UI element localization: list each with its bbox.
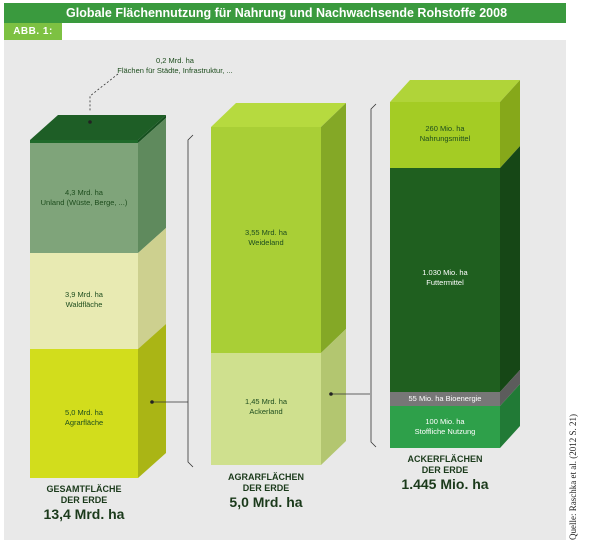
gesamt-segment-city bbox=[30, 140, 138, 143]
acker-segment-stofflich bbox=[390, 406, 500, 448]
title-bar bbox=[4, 3, 566, 23]
connector-agrar-dot bbox=[150, 400, 154, 404]
column-gesamt bbox=[30, 115, 166, 478]
nahrung-label: 260 Mio. ha Nahrungsmittel bbox=[390, 124, 500, 144]
nahrung-text: Nahrungsmittel bbox=[419, 134, 471, 143]
gesamt-segment-unland bbox=[30, 143, 138, 253]
nahrung-value: 260 Mio. ha bbox=[425, 124, 465, 133]
acker-segment-nahrung bbox=[390, 102, 500, 168]
acker-segment-bioenergie bbox=[390, 392, 500, 406]
wald-label: 3,9 Mrd. ha Waldfläche bbox=[30, 290, 138, 310]
acker-segment-futter bbox=[390, 168, 500, 392]
futter-value: 1.030 Mio. ha bbox=[422, 268, 468, 277]
acker-label: 1,45 Mrd. ha Ackerland bbox=[211, 397, 321, 417]
agrar-segment-acker bbox=[211, 353, 321, 465]
stofflich-label: 100 Mio. ha Stoffliche Nutzung bbox=[390, 417, 500, 437]
acker-text: Ackerland bbox=[249, 407, 283, 416]
unland-text: Unland (Wüste, Berge, ...) bbox=[40, 198, 128, 207]
gesamt-side-wald bbox=[138, 228, 166, 349]
caption-gesamt-total: 13,4 Mrd. ha bbox=[43, 506, 125, 522]
gesamt-side-city bbox=[138, 115, 166, 143]
caption-agrar-line2: DER ERDE bbox=[242, 483, 290, 493]
connector-acker-dot bbox=[329, 392, 333, 396]
bioenergie-label: 55 Mio. ha Bioenergie bbox=[390, 394, 500, 404]
agrar-text: Agrarfläche bbox=[64, 418, 104, 427]
gesamt-top-face bbox=[30, 115, 166, 140]
acker-side-nahrung bbox=[500, 80, 520, 168]
gesamt-segment-agrar bbox=[30, 349, 138, 478]
caption-acker: ACKERFLÄCHEN DER ERDE 1.445 Mio. ha bbox=[390, 454, 500, 492]
agrar-label: 5,0 Mrd. ha Agrarfläche bbox=[30, 408, 138, 428]
weide-value: 3,55 Mrd. ha bbox=[244, 228, 288, 237]
caption-acker-line1: ACKERFLÄCHEN bbox=[407, 454, 483, 464]
caption-gesamt-line1: GESAMTFLÄCHE bbox=[46, 484, 122, 494]
city-value: 0,2 Mrd. ha bbox=[156, 56, 194, 65]
caption-gesamt: GESAMTFLÄCHE DER ERDE 13,4 Mrd. ha bbox=[30, 484, 138, 522]
column-acker bbox=[390, 80, 520, 448]
acker-top-face bbox=[390, 80, 520, 102]
city-callout-dot bbox=[88, 120, 92, 124]
city-text: Flächen für Städte, Infrastruktur, ... bbox=[117, 66, 233, 75]
caption-acker-total: 1.445 Mio. ha bbox=[401, 476, 489, 492]
caption-agrar: AGRARFLÄCHEN DER ERDE 5,0 Mrd. ha bbox=[211, 472, 321, 510]
futter-label: 1.030 Mio. ha Futtermittel bbox=[390, 268, 500, 288]
agrar-value: 5,0 Mrd. ha bbox=[65, 408, 103, 417]
weide-label: 3,55 Mrd. ha Weideland bbox=[211, 228, 321, 248]
acker-side-futter bbox=[500, 146, 520, 392]
figure-tab: ABB. 1: bbox=[4, 23, 62, 40]
weide-text: Weideland bbox=[248, 238, 284, 247]
wald-text: Waldfläche bbox=[65, 300, 103, 309]
futter-text: Futtermittel bbox=[426, 278, 464, 287]
caption-agrar-line1: AGRARFLÄCHEN bbox=[228, 472, 304, 482]
bracket-column3 bbox=[370, 103, 377, 448]
unland-value: 4,3 Mrd. ha bbox=[65, 188, 103, 197]
bioenergie-text: 55 Mio. ha Bioenergie bbox=[408, 394, 482, 403]
bracket-column2 bbox=[187, 134, 194, 468]
city-callout-line bbox=[89, 73, 119, 112]
agrar-top-face bbox=[211, 103, 346, 127]
caption-acker-line2: DER ERDE bbox=[421, 465, 469, 475]
acker-side-stofflich bbox=[500, 384, 520, 448]
acker-side-bioenergie bbox=[500, 370, 520, 406]
city-label: 0,2 Mrd. ha Flächen für Städte, Infrastr… bbox=[100, 56, 250, 76]
agrar-segment-weide bbox=[211, 127, 321, 353]
caption-gesamt-line2: DER ERDE bbox=[60, 495, 108, 505]
diagram-title: Globale Flächennutzung für Nahrung und N… bbox=[66, 6, 508, 20]
connectors bbox=[88, 73, 377, 468]
wald-value: 3,9 Mrd. ha bbox=[65, 290, 103, 299]
stofflich-text: Stoffliche Nutzung bbox=[414, 427, 476, 436]
column-agrar bbox=[211, 103, 346, 465]
agrar-side-weide bbox=[321, 103, 346, 353]
stofflich-value: 100 Mio. ha bbox=[425, 417, 465, 426]
agrar-side-acker bbox=[321, 329, 346, 465]
unland-label: 4,3 Mrd. ha Unland (Wüste, Berge, ...) bbox=[30, 188, 138, 208]
source-note: Quelle: Raschka et al. (2012 S. 21) bbox=[568, 414, 578, 540]
gesamt-side-unland bbox=[138, 118, 166, 253]
gesamt-segment-wald bbox=[30, 253, 138, 349]
acker-value: 1,45 Mrd. ha bbox=[244, 397, 288, 406]
caption-agrar-total: 5,0 Mrd. ha bbox=[229, 494, 303, 510]
